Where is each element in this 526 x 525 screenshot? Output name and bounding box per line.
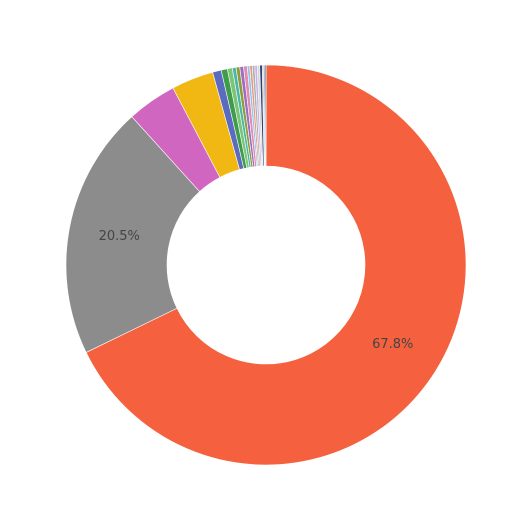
data-label: 20.5% (99, 229, 140, 244)
slice (85, 64, 467, 466)
slice (264, 64, 267, 167)
data-label: 67.8% (372, 337, 413, 352)
slice (65, 116, 201, 353)
